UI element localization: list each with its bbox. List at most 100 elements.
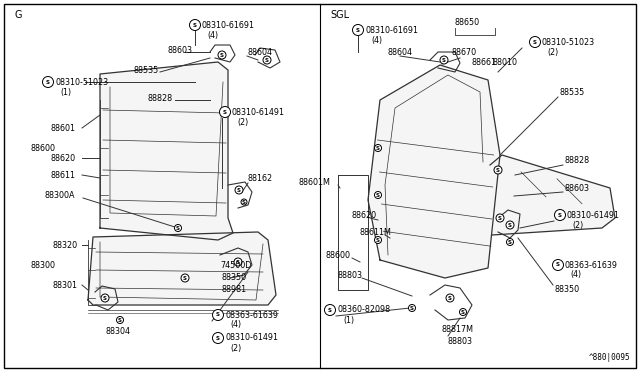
Polygon shape: [368, 65, 500, 278]
Text: S: S: [328, 308, 332, 312]
Text: SGL: SGL: [330, 10, 349, 20]
Text: 88817M: 88817M: [442, 326, 474, 334]
Text: S: S: [103, 295, 107, 301]
Circle shape: [220, 106, 230, 118]
Text: S: S: [376, 145, 380, 151]
Circle shape: [529, 36, 541, 48]
Text: 08310-61691: 08310-61691: [202, 20, 255, 29]
Text: 88620: 88620: [352, 211, 377, 219]
Circle shape: [42, 77, 54, 87]
Polygon shape: [490, 155, 615, 235]
Text: 88650: 88650: [455, 17, 480, 26]
Text: S: S: [176, 225, 180, 231]
Text: 88603: 88603: [168, 45, 193, 55]
Circle shape: [234, 258, 242, 266]
Text: S: S: [220, 52, 224, 58]
Text: S: S: [508, 222, 512, 228]
Text: 08363-61639: 08363-61639: [225, 311, 278, 320]
Text: S: S: [183, 276, 187, 280]
Polygon shape: [100, 62, 233, 240]
Text: S: S: [533, 39, 537, 45]
Circle shape: [324, 305, 335, 315]
Text: S: S: [242, 199, 246, 205]
Text: 88300A: 88300A: [44, 190, 74, 199]
Text: S: S: [236, 260, 240, 264]
Text: (2): (2): [230, 343, 241, 353]
Text: 08310-51023: 08310-51023: [542, 38, 595, 46]
Text: S: S: [498, 215, 502, 221]
Circle shape: [235, 186, 243, 194]
Circle shape: [175, 224, 182, 231]
Text: S: S: [461, 310, 465, 314]
Text: S: S: [496, 167, 500, 173]
Polygon shape: [88, 232, 276, 305]
Circle shape: [263, 56, 271, 64]
Text: S: S: [556, 263, 560, 267]
Circle shape: [440, 56, 448, 64]
Text: (2): (2): [237, 118, 248, 126]
Text: (4): (4): [371, 35, 382, 45]
Circle shape: [212, 310, 223, 321]
Text: 88611M: 88611M: [360, 228, 392, 237]
Circle shape: [554, 209, 566, 221]
Text: 88601M: 88601M: [298, 177, 330, 186]
Text: 88601: 88601: [50, 124, 75, 132]
Text: 08363-61639: 08363-61639: [565, 260, 618, 269]
Circle shape: [506, 221, 514, 229]
Text: 88604: 88604: [247, 48, 272, 57]
Text: 88828: 88828: [565, 155, 590, 164]
Circle shape: [494, 166, 502, 174]
Text: S: S: [442, 58, 446, 62]
Text: S: S: [118, 317, 122, 323]
Text: 88661: 88661: [472, 58, 497, 67]
Text: S: S: [508, 240, 512, 244]
Circle shape: [374, 237, 381, 244]
Text: S: S: [558, 212, 562, 218]
Text: 88603: 88603: [565, 183, 590, 192]
Text: (4): (4): [570, 270, 581, 279]
Text: 88620: 88620: [50, 154, 75, 163]
Text: 88301: 88301: [52, 280, 77, 289]
Circle shape: [408, 305, 415, 311]
Circle shape: [374, 144, 381, 151]
Circle shape: [101, 294, 109, 302]
Text: (1): (1): [343, 315, 354, 324]
Circle shape: [496, 214, 504, 222]
Text: 88304: 88304: [105, 327, 130, 337]
Text: 88350: 88350: [555, 285, 580, 295]
Text: ^880|0095: ^880|0095: [588, 353, 630, 362]
Text: 88320: 88320: [52, 241, 77, 250]
Circle shape: [506, 238, 513, 246]
Text: 88604: 88604: [388, 48, 413, 57]
Circle shape: [181, 274, 189, 282]
Text: S: S: [448, 295, 452, 301]
Circle shape: [212, 333, 223, 343]
Text: S: S: [376, 237, 380, 243]
Circle shape: [552, 260, 563, 270]
Text: G: G: [14, 10, 22, 20]
Text: S: S: [216, 336, 220, 340]
Text: 88803: 88803: [338, 270, 363, 279]
Text: 08310-61491: 08310-61491: [225, 334, 278, 343]
Text: S: S: [216, 312, 220, 317]
Text: (4): (4): [230, 321, 241, 330]
Text: 74500D: 74500D: [220, 260, 252, 269]
Text: S: S: [46, 80, 50, 84]
Text: 08310-51023: 08310-51023: [55, 77, 108, 87]
Text: 88300: 88300: [30, 260, 55, 269]
Circle shape: [116, 317, 124, 324]
Text: 88535: 88535: [560, 87, 585, 96]
Text: 88600: 88600: [30, 144, 55, 153]
Text: S: S: [265, 58, 269, 62]
Text: (4): (4): [207, 31, 218, 39]
Text: S: S: [356, 28, 360, 32]
Text: S: S: [376, 192, 380, 198]
Text: 88600: 88600: [326, 250, 351, 260]
Text: 88981: 88981: [222, 285, 247, 295]
Text: (1): (1): [60, 87, 71, 96]
Text: 08360-82098: 08360-82098: [338, 305, 391, 314]
Text: 88611: 88611: [50, 170, 75, 180]
Text: S: S: [193, 22, 197, 28]
Circle shape: [189, 19, 200, 31]
Text: 88010: 88010: [493, 58, 518, 67]
